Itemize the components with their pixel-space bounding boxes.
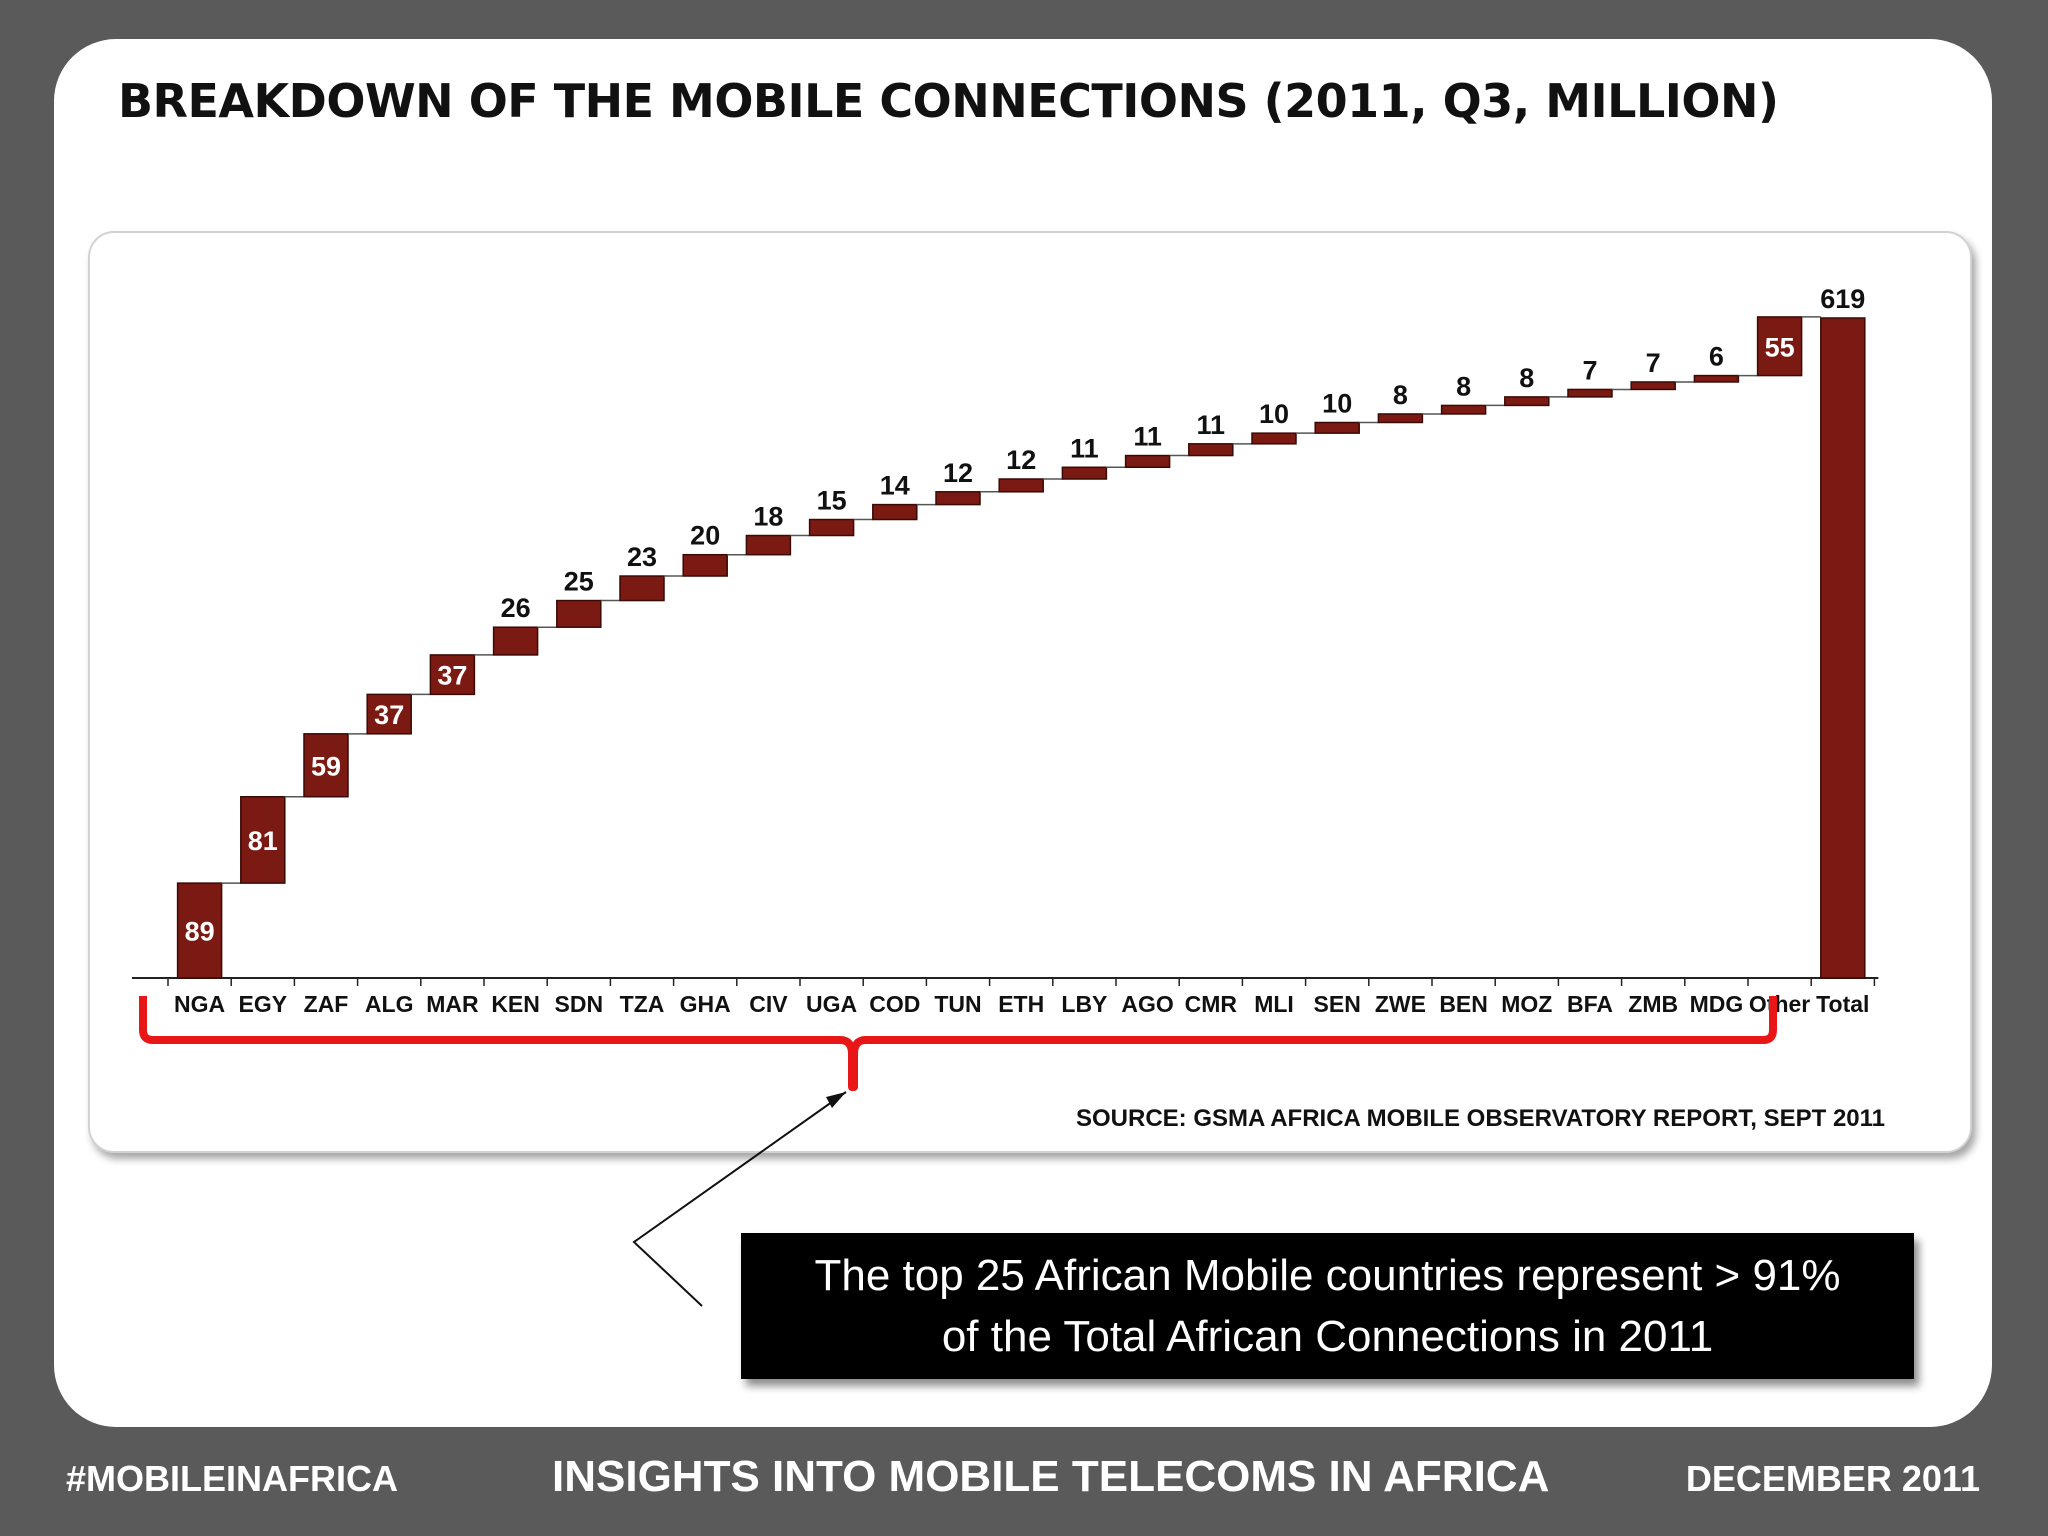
bar-mar bbox=[429, 654, 476, 696]
bar-total bbox=[1820, 317, 1866, 979]
arrow-head bbox=[826, 1092, 846, 1108]
callout-line-1: The top 25 African Mobile countries repr… bbox=[814, 1251, 1841, 1300]
bar-zwe bbox=[1377, 413, 1424, 424]
data-label: 12 bbox=[1006, 445, 1036, 475]
data-label: 7 bbox=[1582, 355, 1597, 385]
category-label: MDG bbox=[1690, 991, 1744, 1017]
category-label: ZAF bbox=[304, 991, 349, 1017]
data-label: 20 bbox=[690, 521, 720, 551]
data-label: 59 bbox=[311, 751, 341, 781]
category-label: CMR bbox=[1185, 991, 1238, 1017]
data-label: 10 bbox=[1259, 399, 1289, 429]
bar-moz bbox=[1504, 396, 1550, 407]
data-label: 26 bbox=[501, 593, 531, 623]
bar-sdn bbox=[556, 599, 602, 628]
category-label: SDN bbox=[555, 991, 604, 1017]
category-label: MLI bbox=[1254, 991, 1294, 1017]
callout-line-2: of the Total African Connections in 2011 bbox=[941, 1312, 1714, 1361]
bar-zaf bbox=[303, 733, 349, 798]
bar-other bbox=[1756, 316, 1803, 377]
data-label: 25 bbox=[564, 567, 594, 597]
data-label: 8 bbox=[1456, 371, 1471, 401]
category-label: CIV bbox=[749, 991, 788, 1017]
category-label: COD bbox=[869, 991, 920, 1017]
source-note: SOURCE: GSMA AFRICA MOBILE OBSERVATORY R… bbox=[1076, 1105, 1886, 1132]
data-label: 23 bbox=[627, 542, 657, 572]
data-label: 37 bbox=[437, 661, 467, 691]
category-label: TZA bbox=[620, 991, 665, 1017]
category-label: ZMB bbox=[1628, 991, 1678, 1017]
data-label: 55 bbox=[1765, 332, 1795, 362]
bar-civ bbox=[745, 534, 792, 556]
bar-zmb bbox=[1630, 381, 1676, 391]
data-label: 11 bbox=[1070, 433, 1099, 463]
category-label: MOZ bbox=[1501, 991, 1552, 1017]
category-label: LBY bbox=[1061, 991, 1107, 1017]
bar-ben bbox=[1440, 404, 1487, 415]
category-label: BFA bbox=[1567, 991, 1613, 1017]
data-label: 6 bbox=[1709, 342, 1724, 372]
bar-bfa bbox=[1567, 388, 1613, 398]
page-title: BREAKDOWN OF THE MOBILE CONNECTIONS (201… bbox=[118, 74, 1779, 128]
data-label: 8 bbox=[1393, 380, 1408, 410]
data-label: 89 bbox=[185, 917, 215, 947]
bar-egy bbox=[240, 795, 286, 884]
data-label: 14 bbox=[880, 471, 910, 501]
footer-hashtag: #MOBILEINAFRICA bbox=[66, 1458, 398, 1499]
bar-cmr bbox=[1188, 443, 1234, 457]
bar-ago bbox=[1124, 454, 1171, 469]
bar-sen bbox=[1314, 421, 1360, 434]
bar-tun bbox=[935, 491, 981, 506]
category-label: Total bbox=[1816, 991, 1869, 1017]
data-label: 8 bbox=[1519, 363, 1534, 393]
bar-eth bbox=[998, 478, 1044, 493]
category-label: NGA bbox=[174, 991, 225, 1017]
category-label: TUN bbox=[934, 991, 981, 1017]
category-label: SEN bbox=[1314, 991, 1361, 1017]
bar-mli bbox=[1251, 432, 1297, 445]
data-label: 37 bbox=[374, 700, 404, 730]
category-label: EGY bbox=[239, 991, 288, 1017]
data-label: 619 bbox=[1820, 284, 1865, 314]
category-label: GHA bbox=[680, 991, 731, 1017]
top25-bracket bbox=[139, 996, 1777, 1091]
data-label: 81 bbox=[248, 826, 278, 856]
bar-gha bbox=[682, 553, 728, 577]
data-label: 11 bbox=[1133, 422, 1162, 452]
bar-lby bbox=[1061, 466, 1108, 480]
bar-nga bbox=[176, 882, 223, 979]
bar-tza bbox=[619, 575, 665, 602]
callout-box: The top 25 African Mobile countries repr… bbox=[741, 1233, 1914, 1379]
bar-alg bbox=[366, 693, 412, 735]
bar-ken bbox=[492, 626, 539, 656]
category-label: Other bbox=[1749, 991, 1810, 1017]
arrow-line bbox=[632, 1091, 847, 1307]
category-label: BEN bbox=[1439, 991, 1488, 1017]
data-label: 11 bbox=[1197, 410, 1226, 440]
footer-date: DECEMBER 2011 bbox=[1685, 1458, 1980, 1499]
bar-mdg bbox=[1693, 374, 1740, 383]
category-label: KEN bbox=[491, 991, 540, 1017]
category-label: MAR bbox=[426, 991, 479, 1017]
category-label: AGO bbox=[1121, 991, 1173, 1017]
data-label: 12 bbox=[943, 458, 973, 488]
bar-uga bbox=[808, 518, 855, 537]
category-label: ALG bbox=[365, 991, 414, 1017]
category-label: UGA bbox=[806, 991, 857, 1017]
data-label: 10 bbox=[1322, 388, 1352, 418]
category-label: ZWE bbox=[1375, 991, 1426, 1017]
data-label: 15 bbox=[817, 486, 847, 516]
footer-title: INSIGHTS INTO MOBILE TELECOMS IN AFRICA bbox=[552, 1452, 1550, 1501]
data-label: 18 bbox=[753, 502, 783, 532]
category-label: ETH bbox=[998, 991, 1044, 1017]
bar-cod bbox=[872, 503, 918, 521]
data-label: 7 bbox=[1646, 348, 1661, 378]
